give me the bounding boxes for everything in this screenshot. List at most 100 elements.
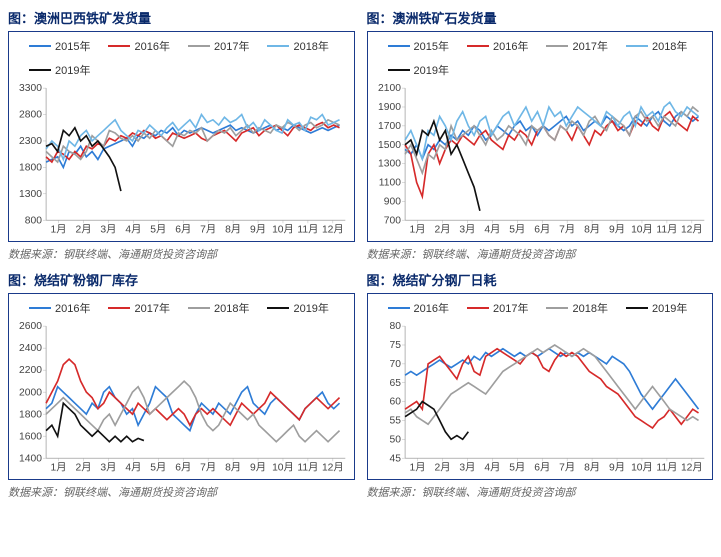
- ytick-label: 1300: [378, 159, 401, 170]
- legend-label: 2017年: [134, 300, 169, 316]
- xtick-label: 1月: [51, 224, 67, 236]
- legend-label: 2016年: [414, 300, 449, 316]
- xtick-label: 5月: [509, 461, 525, 473]
- xtick-label: 1月: [409, 224, 425, 236]
- ytick-label: 1600: [19, 431, 42, 442]
- chart-legend: 2015年 2016年 2017年 2018年 2019年: [11, 36, 352, 84]
- ytick-label: 1900: [378, 102, 401, 113]
- chart-legend: 2016年2017年2018年2019年: [11, 298, 352, 322]
- series-line: [46, 381, 339, 442]
- chart-box: 2015年2016年2017年2018年2019年700900110013001…: [367, 31, 714, 242]
- xtick-label: 3月: [100, 224, 116, 236]
- legend-swatch: [546, 45, 568, 47]
- legend-label: 2018年: [572, 300, 607, 316]
- chart-svg: 7009001100130015001700190021001月2月3月4月5月…: [370, 84, 711, 239]
- ytick-label: 1100: [378, 178, 400, 189]
- ytick-label: 2400: [19, 343, 42, 354]
- legend-item: 2018年: [546, 300, 607, 316]
- xtick-label: 3月: [100, 461, 116, 473]
- legend-swatch: [467, 307, 489, 309]
- xtick-label: 7月: [200, 461, 216, 473]
- legend-swatch: [626, 307, 648, 309]
- ytick-label: 2000: [19, 387, 42, 398]
- xtick-label: 7月: [200, 224, 216, 236]
- xtick-label: 10月: [631, 461, 653, 473]
- legend-item: 2015年: [29, 38, 90, 54]
- xtick-label: 10月: [631, 224, 653, 236]
- legend-swatch: [29, 307, 51, 309]
- xtick-label: 12月: [322, 461, 344, 473]
- chart-box: 2015年2016年2017年2018年2019年800130018002300…: [8, 31, 355, 242]
- legend-item: 2019年: [29, 62, 90, 78]
- xtick-label: 11月: [656, 224, 677, 236]
- xtick-label: 5月: [150, 461, 166, 473]
- xtick-label: 3月: [459, 224, 475, 236]
- legend-swatch: [546, 307, 568, 309]
- legend-label: 2017年: [214, 38, 249, 54]
- xtick-label: 11月: [656, 461, 677, 473]
- legend-item: 2018年: [267, 38, 328, 54]
- xtick-label: 7月: [559, 461, 575, 473]
- ytick-label: 45: [389, 453, 401, 464]
- legend-label: 2017年: [572, 38, 607, 54]
- legend-swatch: [188, 307, 210, 309]
- ytick-label: 3300: [19, 84, 42, 94]
- legend-item: 2019年: [626, 300, 687, 316]
- legend-item: 2016年: [108, 38, 169, 54]
- legend-label: 2018年: [652, 38, 687, 54]
- ytick-label: 1700: [378, 121, 401, 132]
- chart-legend: 2015年 2016年 2017年 2018年 2019年: [370, 36, 711, 84]
- ytick-label: 1800: [19, 409, 42, 420]
- legend-item: 2019年: [388, 62, 449, 78]
- ytick-label: 1500: [378, 140, 401, 151]
- xtick-label: 8月: [584, 461, 600, 473]
- legend-item: 2018年: [188, 300, 249, 316]
- ytick-label: 1800: [19, 162, 42, 173]
- ytick-label: 75: [389, 340, 401, 351]
- legend-label: 2016年: [134, 38, 169, 54]
- xtick-label: 3月: [459, 461, 475, 473]
- legend-swatch: [29, 45, 51, 47]
- xtick-label: 12月: [322, 224, 344, 236]
- legend-swatch: [188, 45, 210, 47]
- xtick-label: 9月: [250, 224, 266, 236]
- ytick-label: 2200: [19, 365, 42, 376]
- chart-box: 2016年2017年2018年2019年45505560657075801月2月…: [367, 293, 714, 480]
- xtick-label: 11月: [297, 224, 318, 236]
- xtick-label: 4月: [125, 224, 141, 236]
- legend-swatch: [467, 45, 489, 47]
- chart-legend: 2016年2017年2018年2019年: [370, 298, 711, 322]
- chart-svg: 800130018002300280033001月2月3月4月5月6月7月8月9…: [11, 84, 352, 239]
- chart-box: 2016年2017年2018年2019年14001600180020002200…: [8, 293, 355, 480]
- legend-swatch: [388, 307, 410, 309]
- xtick-label: 1月: [409, 461, 425, 473]
- xtick-label: 4月: [484, 224, 500, 236]
- series-line: [405, 345, 698, 424]
- series-line: [46, 128, 121, 191]
- chart-source: 数据来源：钢联终端、海通期货投资咨询部: [8, 484, 355, 500]
- chart-title: 图：烧结矿分钢厂日耗: [367, 270, 714, 289]
- series-line: [405, 348, 698, 408]
- ytick-label: 1300: [19, 189, 42, 200]
- xtick-label: 9月: [609, 461, 625, 473]
- legend-item: 2017年: [188, 38, 249, 54]
- legend-item: 2017年: [108, 300, 169, 316]
- chart-svg: 14001600180020002200240026001月2月3月4月5月6月…: [11, 322, 352, 477]
- legend-swatch: [388, 69, 410, 71]
- legend-swatch: [626, 45, 648, 47]
- legend-swatch: [108, 307, 130, 309]
- xtick-label: 2月: [434, 461, 450, 473]
- chart-panel-3: 图：烧结矿分钢厂日耗2016年2017年2018年2019年4550556065…: [367, 270, 714, 500]
- legend-label: 2016年: [493, 38, 528, 54]
- xtick-label: 8月: [225, 461, 241, 473]
- legend-swatch: [267, 45, 289, 47]
- xtick-label: 4月: [125, 461, 141, 473]
- legend-label: 2015年: [55, 38, 90, 54]
- xtick-label: 4月: [484, 461, 500, 473]
- xtick-label: 8月: [584, 224, 600, 236]
- xtick-label: 2月: [75, 224, 91, 236]
- chart-title: 图：烧结矿粉钢厂库存: [8, 270, 355, 289]
- legend-label: 2015年: [414, 38, 449, 54]
- legend-label: 2018年: [293, 38, 328, 54]
- ytick-label: 60: [389, 396, 401, 407]
